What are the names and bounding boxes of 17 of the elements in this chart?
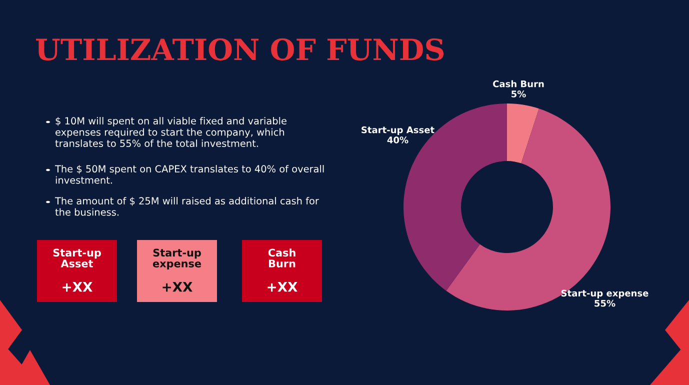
text: Cash Burn <box>268 248 296 268</box>
text: The amount of $ 25M will raised as additional cash for the business. <box>54 197 319 216</box>
data-label: 55% <box>594 300 616 307</box>
data-label: 5% <box>512 90 526 98</box>
text: Start-up expense <box>152 248 201 270</box>
slice-label: Start-up Asset <box>362 126 434 136</box>
text: +XX <box>162 282 192 292</box>
donut-slice <box>507 104 539 164</box>
chart-title: UTILIZATION OF FUNDS <box>36 38 444 60</box>
slice-label: Start-up expense <box>561 290 648 298</box>
text: $ 10M will spent on all viable fixed and variable expenses required to start the company, which translates to 55% of the total investment. <box>55 117 286 148</box>
text: +XX <box>268 282 298 292</box>
text: The $ 50M spent on CAPEX translates to 40% of overall investment. <box>54 165 324 184</box>
text: +XX <box>62 282 92 292</box>
slice-label: Cash Burn <box>493 80 544 88</box>
data-label: 40% <box>387 136 408 144</box>
text: Start-up Asset <box>53 248 101 268</box>
